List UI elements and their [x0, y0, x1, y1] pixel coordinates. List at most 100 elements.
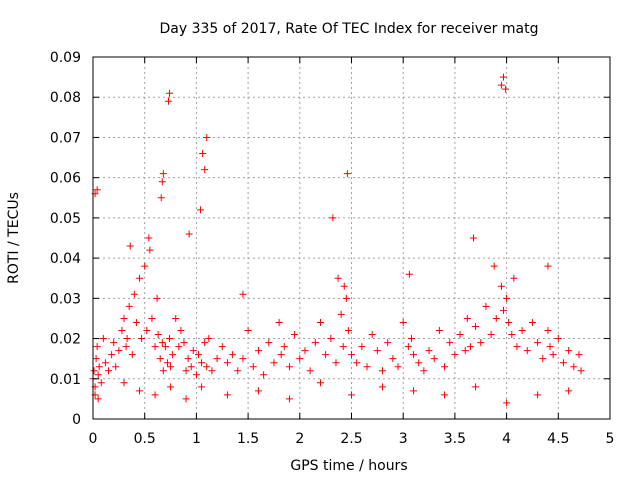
- data-point: [487, 331, 495, 339]
- data-point: [559, 359, 567, 367]
- data-point: [203, 133, 211, 141]
- data-point: [138, 335, 146, 343]
- x-axis-label: GPS time / hours: [290, 458, 407, 474]
- data-point: [344, 327, 352, 335]
- data-point: [151, 391, 159, 399]
- data-point: [130, 290, 138, 298]
- data-points: [89, 73, 585, 407]
- data-point: [490, 262, 498, 270]
- grid-lines: [93, 57, 610, 419]
- y-tick-label: 0.05: [50, 211, 81, 227]
- data-point: [446, 339, 454, 347]
- data-point: [451, 351, 459, 359]
- data-point: [405, 270, 413, 278]
- data-point: [128, 351, 136, 359]
- x-tick-label: 1.5: [237, 431, 259, 447]
- data-point: [154, 331, 162, 339]
- data-point: [301, 347, 309, 355]
- data-point: [510, 274, 518, 282]
- chart-title: Day 335 of 2017, Rate Of TEC Index for r…: [160, 21, 539, 37]
- data-point: [415, 359, 423, 367]
- data-point: [90, 367, 98, 375]
- data-point: [141, 262, 149, 270]
- data-point: [379, 383, 387, 391]
- data-point: [577, 367, 585, 375]
- data-point: [172, 314, 180, 322]
- data-point: [311, 339, 319, 347]
- data-point: [373, 347, 381, 355]
- y-tick-label: 0.07: [50, 130, 81, 146]
- data-point: [115, 347, 123, 355]
- data-point: [201, 339, 209, 347]
- data-point: [503, 294, 511, 302]
- data-point: [518, 327, 526, 335]
- data-point: [93, 343, 101, 351]
- data-point: [108, 351, 116, 359]
- data-point: [565, 387, 573, 395]
- data-point: [534, 339, 542, 347]
- data-point: [363, 363, 371, 371]
- data-point: [410, 351, 418, 359]
- data-point: [570, 363, 578, 371]
- y-tick-label: 0.09: [50, 50, 81, 66]
- data-point: [239, 290, 247, 298]
- data-point: [95, 363, 103, 371]
- data-point: [497, 81, 505, 89]
- data-point: [169, 351, 177, 359]
- data-point: [118, 327, 126, 335]
- data-point: [456, 331, 464, 339]
- data-point: [110, 339, 118, 347]
- x-tick-label: 3: [399, 431, 408, 447]
- data-point: [499, 306, 507, 314]
- x-tick-label: 2.5: [340, 431, 362, 447]
- x-tick-label: 4.5: [547, 431, 569, 447]
- data-point: [505, 318, 513, 326]
- y-tick-label: 0.04: [50, 251, 81, 267]
- data-point: [477, 339, 485, 347]
- data-point: [327, 335, 335, 343]
- data-point: [270, 359, 278, 367]
- data-point: [306, 367, 314, 375]
- data-point: [296, 355, 304, 363]
- y-axis-ticks: 0 0.01 0.02 0.03 0.04 0.05 0.06 0.07 0.08 0.09: [50, 50, 610, 428]
- x-axis-ticks: 0 0.5 1 1.5 2 2.5 3 3.5 4 4.5 5: [89, 57, 614, 447]
- data-point: [337, 310, 345, 318]
- x-tick-label: 4: [502, 431, 511, 447]
- data-point: [101, 359, 109, 367]
- data-point: [189, 347, 197, 355]
- data-point: [145, 234, 153, 242]
- data-point: [329, 214, 337, 222]
- x-tick-label: 1: [192, 431, 201, 447]
- data-point: [244, 327, 252, 335]
- data-point: [203, 363, 211, 371]
- x-tick-label: 2: [295, 431, 304, 447]
- data-point: [322, 351, 330, 359]
- data-point: [199, 150, 207, 158]
- data-point: [353, 359, 361, 367]
- data-point: [249, 363, 257, 371]
- y-tick-label: 0.08: [50, 90, 81, 106]
- data-point: [399, 318, 407, 326]
- data-point: [277, 351, 285, 359]
- data-point: [234, 367, 242, 375]
- data-point: [158, 339, 166, 347]
- data-point: [218, 343, 226, 351]
- data-point: [404, 343, 412, 351]
- data-point: [180, 339, 188, 347]
- data-point: [435, 327, 443, 335]
- data-point: [161, 343, 169, 351]
- data-point: [198, 359, 206, 367]
- data-point: [528, 318, 536, 326]
- data-point: [122, 343, 130, 351]
- data-point: [441, 363, 449, 371]
- data-point: [565, 347, 573, 355]
- y-tick-label: 0.03: [50, 291, 81, 307]
- data-point: [499, 73, 507, 81]
- data-point: [513, 343, 521, 351]
- data-point: [187, 363, 195, 371]
- data-point: [151, 343, 159, 351]
- data-point: [544, 327, 552, 335]
- data-point: [316, 379, 324, 387]
- data-point: [472, 322, 480, 330]
- data-point: [466, 343, 474, 351]
